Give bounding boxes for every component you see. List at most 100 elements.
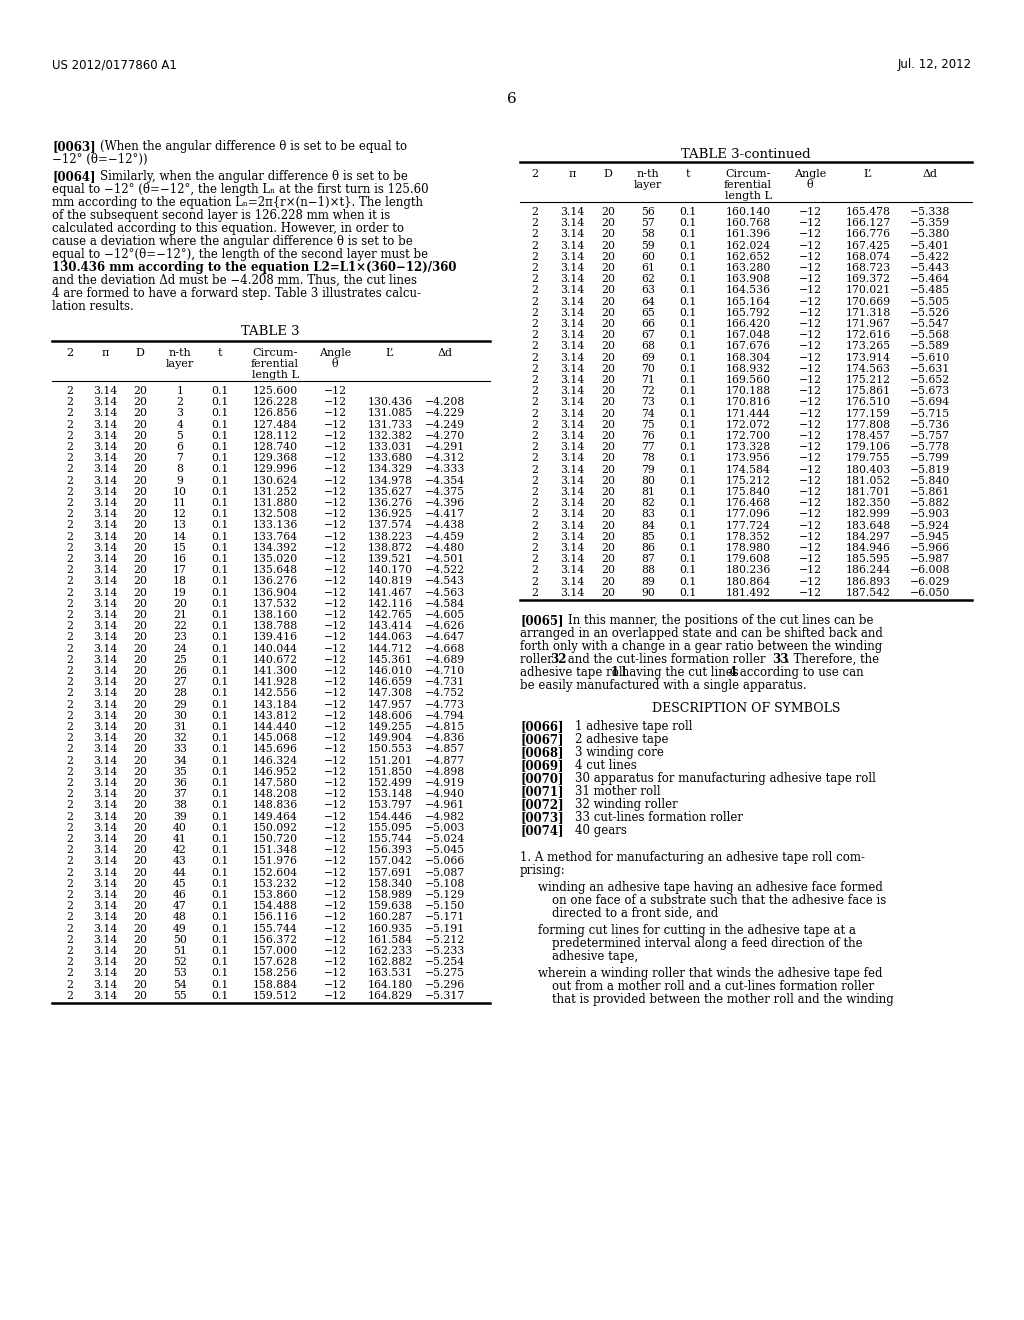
Text: −12: −12 [324, 498, 346, 508]
Text: 17: 17 [173, 565, 187, 576]
Text: −6.029: −6.029 [909, 577, 950, 586]
Text: 20: 20 [133, 385, 147, 396]
Text: 3.14: 3.14 [93, 577, 117, 586]
Text: 2: 2 [67, 991, 74, 1001]
Text: −5.296: −5.296 [425, 979, 465, 990]
Text: 3.14: 3.14 [560, 409, 584, 418]
Text: 2: 2 [67, 789, 74, 799]
Text: 0.1: 0.1 [211, 655, 228, 665]
Text: 20: 20 [601, 308, 615, 318]
Text: 5: 5 [176, 430, 183, 441]
Text: −4.522: −4.522 [425, 565, 465, 576]
Text: 154.446: 154.446 [368, 812, 413, 821]
Text: 3.14: 3.14 [93, 622, 117, 631]
Text: 146.659: 146.659 [368, 677, 413, 688]
Text: layer: layer [634, 180, 663, 190]
Text: −12: −12 [324, 599, 346, 609]
Text: 20: 20 [133, 969, 147, 978]
Text: 0.1: 0.1 [679, 285, 696, 296]
Text: 2: 2 [67, 565, 74, 576]
Text: 0.1: 0.1 [211, 822, 228, 833]
Text: −5.422: −5.422 [910, 252, 950, 261]
Text: 153.148: 153.148 [368, 789, 413, 799]
Text: 2: 2 [67, 800, 74, 810]
Text: 2: 2 [67, 946, 74, 956]
Text: 57: 57 [641, 218, 655, 228]
Text: 20: 20 [133, 632, 147, 643]
Text: 0.1: 0.1 [211, 475, 228, 486]
Text: 135.627: 135.627 [368, 487, 413, 496]
Text: 178.457: 178.457 [846, 432, 891, 441]
Text: 130.436: 130.436 [368, 397, 413, 407]
Text: 20: 20 [601, 319, 615, 329]
Text: 3.14: 3.14 [93, 487, 117, 496]
Text: −12: −12 [324, 430, 346, 441]
Text: 45: 45 [173, 879, 186, 888]
Text: −5.380: −5.380 [909, 230, 950, 239]
Text: 2: 2 [531, 487, 539, 498]
Text: 3.14: 3.14 [560, 342, 584, 351]
Text: −12: −12 [799, 330, 821, 341]
Text: −5.903: −5.903 [910, 510, 950, 519]
Text: 3.14: 3.14 [560, 297, 584, 306]
Text: 3.14: 3.14 [93, 644, 117, 653]
Text: 134.978: 134.978 [368, 475, 413, 486]
Text: 177.724: 177.724 [726, 520, 770, 531]
Text: 181.492: 181.492 [725, 587, 771, 598]
Text: −12: −12 [799, 565, 821, 576]
Text: 2: 2 [67, 348, 74, 358]
Text: −12: −12 [324, 879, 346, 888]
Text: 46: 46 [173, 890, 187, 900]
Text: [0064]: [0064] [52, 170, 95, 183]
Text: −4.584: −4.584 [425, 599, 465, 609]
Text: 2: 2 [67, 632, 74, 643]
Text: 129.996: 129.996 [253, 465, 298, 474]
Text: 172.616: 172.616 [846, 330, 891, 341]
Text: −5.631: −5.631 [909, 364, 950, 374]
Text: −12: −12 [799, 587, 821, 598]
Text: −5.694: −5.694 [910, 397, 950, 408]
Text: −12: −12 [324, 442, 346, 451]
Text: 168.723: 168.723 [846, 263, 891, 273]
Text: 186.893: 186.893 [846, 577, 891, 586]
Text: 76: 76 [641, 432, 655, 441]
Text: 20: 20 [173, 599, 187, 609]
Text: −4.919: −4.919 [425, 777, 465, 788]
Text: −5.673: −5.673 [910, 387, 950, 396]
Text: 157.042: 157.042 [368, 857, 413, 866]
Text: 128.112: 128.112 [252, 430, 298, 441]
Text: TABLE 3: TABLE 3 [241, 325, 299, 338]
Text: 20: 20 [601, 297, 615, 306]
Text: 81: 81 [641, 487, 655, 498]
Text: 0.1: 0.1 [679, 230, 696, 239]
Text: 145.361: 145.361 [368, 655, 413, 665]
Text: 0.1: 0.1 [211, 689, 228, 698]
Text: 0.1: 0.1 [679, 387, 696, 396]
Text: 2: 2 [531, 510, 539, 519]
Text: 44: 44 [173, 867, 186, 878]
Text: −12: −12 [324, 644, 346, 653]
Text: 3.14: 3.14 [93, 465, 117, 474]
Text: 151.976: 151.976 [253, 857, 298, 866]
Text: −5.568: −5.568 [910, 330, 950, 341]
Text: −12: −12 [799, 510, 821, 519]
Text: −5.945: −5.945 [910, 532, 950, 541]
Text: 1: 1 [176, 385, 183, 396]
Text: −5.924: −5.924 [910, 520, 950, 531]
Text: according to use can: according to use can [736, 667, 863, 678]
Text: 175.840: 175.840 [725, 487, 770, 498]
Text: −12: −12 [799, 442, 821, 453]
Text: 2: 2 [67, 700, 74, 710]
Text: −4.312: −4.312 [425, 453, 465, 463]
Text: 161.584: 161.584 [368, 935, 413, 945]
Text: −12: −12 [324, 722, 346, 733]
Text: 2: 2 [531, 319, 539, 329]
Text: 3.14: 3.14 [560, 330, 584, 341]
Text: 130.624: 130.624 [252, 475, 298, 486]
Text: 3.14: 3.14 [560, 498, 584, 508]
Text: 2: 2 [67, 430, 74, 441]
Text: 0.1: 0.1 [211, 644, 228, 653]
Text: −12: −12 [324, 532, 346, 541]
Text: 159.638: 159.638 [368, 902, 413, 911]
Text: 168.932: 168.932 [725, 364, 771, 374]
